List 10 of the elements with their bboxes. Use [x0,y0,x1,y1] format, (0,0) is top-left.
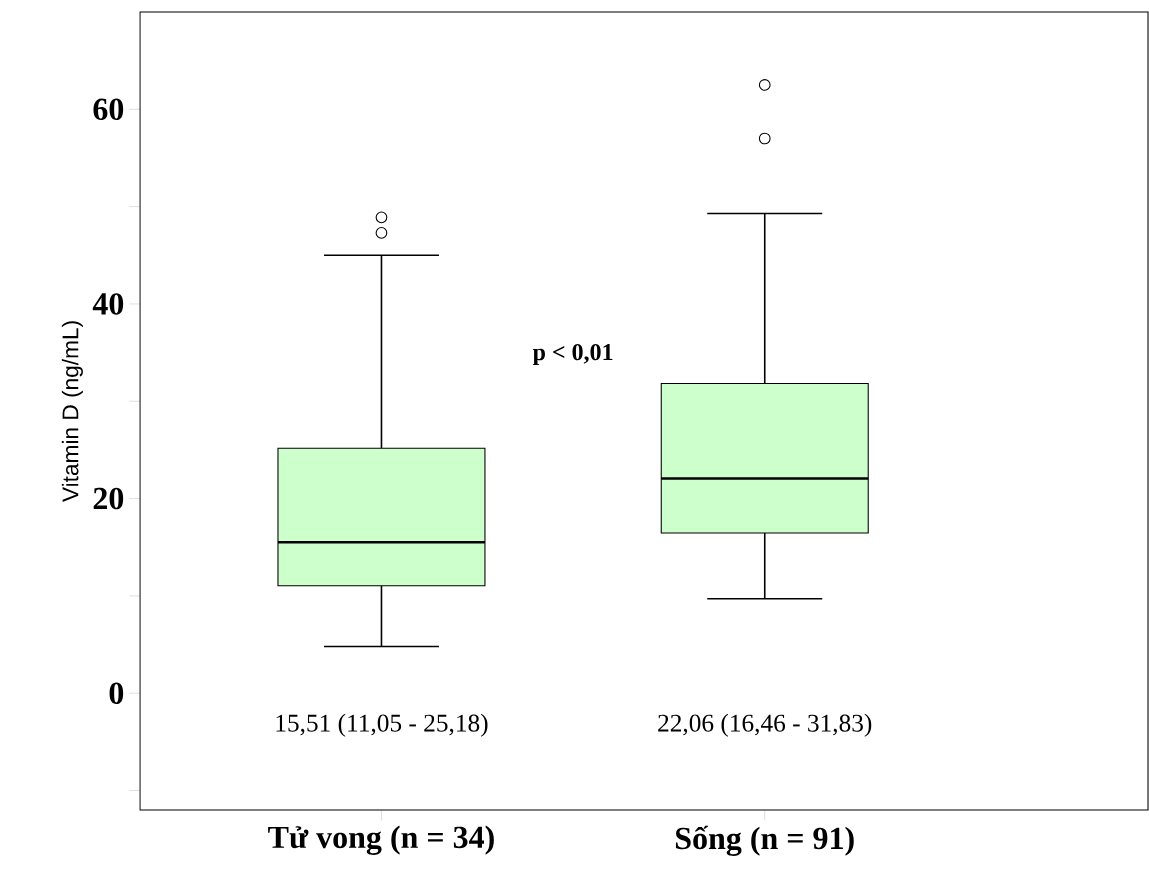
annotation: 22,06 (16,46 - 31,83) [658,713,872,737]
y-tick-label: 60 [93,98,124,121]
y-tick-label: 20 [93,487,124,510]
annotation: p < 0,01 [532,344,613,366]
x-tick-label: Tử vong (n = 34) [268,825,494,855]
annotation: 15,51 (11,05 - 25,18) [276,713,488,737]
x-tick-label: Sống (n = 91) [675,825,854,856]
y-tick-label: 40 [92,293,124,315]
y-axis-title: Vitamin D (ng/mL) [61,321,83,502]
y-tick-label: 0 [109,682,124,704]
